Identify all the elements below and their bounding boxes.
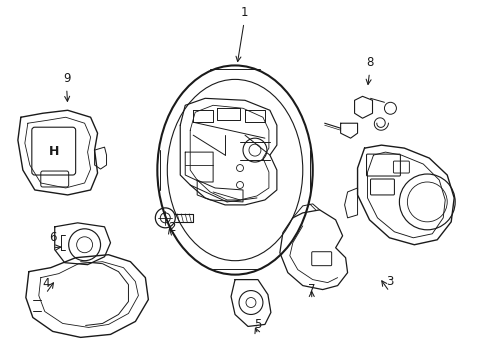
Text: 9: 9 [63, 72, 70, 85]
Text: 1: 1 [240, 6, 247, 19]
Text: H: H [48, 145, 59, 158]
Text: 8: 8 [365, 56, 372, 69]
Text: 4: 4 [42, 277, 49, 290]
Text: 3: 3 [385, 275, 392, 288]
Text: 5: 5 [254, 318, 261, 331]
Text: 2: 2 [168, 221, 176, 234]
Text: 7: 7 [307, 283, 315, 296]
Text: 6: 6 [49, 231, 57, 244]
